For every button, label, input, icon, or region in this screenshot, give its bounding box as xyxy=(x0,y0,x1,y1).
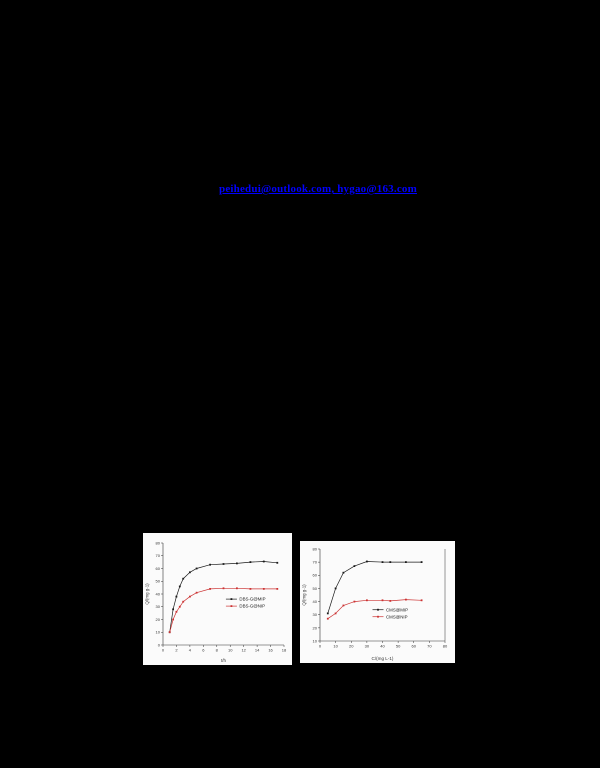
svg-text:Q/(mg g-1): Q/(mg g-1) xyxy=(145,583,150,605)
svg-text:CMS@NIP: CMS@NIP xyxy=(386,614,408,619)
svg-text:70: 70 xyxy=(156,553,161,558)
svg-text:80: 80 xyxy=(313,546,318,551)
svg-text:20: 20 xyxy=(313,625,318,630)
svg-text:0: 0 xyxy=(158,642,161,647)
svg-text:DBS-G@MIP: DBS-G@MIP xyxy=(239,597,265,602)
svg-text:50: 50 xyxy=(313,586,318,591)
svg-text:14: 14 xyxy=(255,648,260,653)
svg-text:20: 20 xyxy=(156,617,161,622)
svg-text:60: 60 xyxy=(412,644,417,649)
svg-text:8: 8 xyxy=(216,648,219,653)
svg-text:20: 20 xyxy=(349,644,354,649)
svg-text:50: 50 xyxy=(156,579,161,584)
svg-text:70: 70 xyxy=(313,560,318,565)
adsorption-isotherm-chart: 0 10 20 30 40 50 60 70 80 10 20 30 40 50 60 70 80 C/(mg L… xyxy=(300,541,455,663)
svg-text:50: 50 xyxy=(396,644,401,649)
svg-text:0: 0 xyxy=(319,644,322,649)
svg-text:60: 60 xyxy=(156,566,161,571)
svg-text:10: 10 xyxy=(156,630,161,635)
svg-text:12: 12 xyxy=(241,648,246,653)
svg-text:30: 30 xyxy=(156,604,161,609)
svg-text:4: 4 xyxy=(189,648,192,653)
svg-text:2: 2 xyxy=(175,648,178,653)
svg-text:C/(mg L-1): C/(mg L-1) xyxy=(372,656,394,661)
svg-text:80: 80 xyxy=(156,540,161,545)
svg-text:30: 30 xyxy=(365,644,370,649)
adsorption-kinetics-chart: 0 2 4 6 8 10 12 14 16 18 0 10 20 30 40 50 60 70 80 t/h Q/(mg… xyxy=(143,533,292,665)
svg-text:10: 10 xyxy=(228,648,233,653)
svg-text:CMS@MIP: CMS@MIP xyxy=(386,607,408,612)
svg-text:10: 10 xyxy=(313,638,318,643)
svg-text:70: 70 xyxy=(427,644,432,649)
svg-text:40: 40 xyxy=(156,591,161,596)
svg-text:80: 80 xyxy=(443,644,448,649)
email-links[interactable]: peihedui@outlook.com, hygao@163.com xyxy=(219,183,417,195)
svg-text:DBS-G@NIP: DBS-G@NIP xyxy=(239,604,265,609)
svg-text:40: 40 xyxy=(313,599,318,604)
svg-text:18: 18 xyxy=(282,648,287,653)
svg-text:16: 16 xyxy=(268,648,273,653)
svg-text:30: 30 xyxy=(313,612,318,617)
svg-text:40: 40 xyxy=(380,644,385,649)
svg-text:0: 0 xyxy=(162,648,165,653)
svg-text:t/h: t/h xyxy=(221,658,227,663)
svg-text:10: 10 xyxy=(333,644,338,649)
svg-text:6: 6 xyxy=(202,648,205,653)
svg-text:60: 60 xyxy=(313,573,318,578)
svg-text:Q/(mg g-1): Q/(mg g-1) xyxy=(302,584,307,606)
